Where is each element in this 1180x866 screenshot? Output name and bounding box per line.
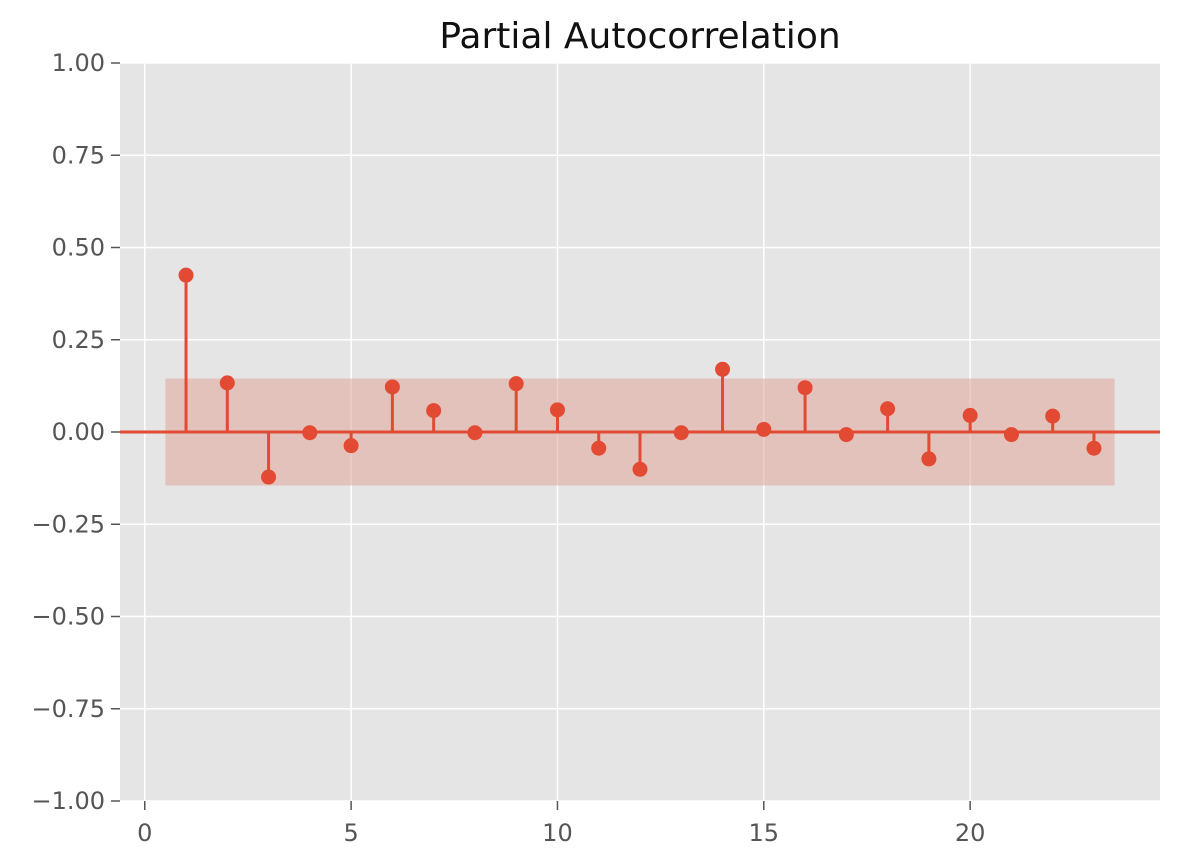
point-lag-5 xyxy=(343,438,359,454)
point-lag-18 xyxy=(880,401,896,417)
point-lag-15 xyxy=(756,421,772,437)
point-lag-4 xyxy=(302,425,318,441)
point-lag-9 xyxy=(508,376,524,392)
y-tick-label-6: −0.50 xyxy=(31,603,105,631)
point-lag-16 xyxy=(797,380,813,396)
point-lag-13 xyxy=(673,425,689,441)
point-lag-3 xyxy=(261,469,277,485)
x-tick-label-2: 10 xyxy=(542,819,573,847)
point-lag-20 xyxy=(962,407,978,423)
point-lag-2 xyxy=(219,375,235,391)
y-tick-label-2: 0.50 xyxy=(52,234,105,262)
point-lag-14 xyxy=(715,361,731,377)
y-tick-label-5: −0.25 xyxy=(31,510,105,538)
point-lag-7 xyxy=(426,403,442,419)
point-lag-10 xyxy=(549,402,565,418)
point-lag-8 xyxy=(467,425,483,441)
series-layer xyxy=(178,267,1102,485)
point-lag-23 xyxy=(1086,440,1102,456)
x-tick-label-4: 20 xyxy=(955,819,986,847)
y-tick-label-4: 0.00 xyxy=(52,418,105,446)
point-lag-21 xyxy=(1003,427,1019,443)
point-lag-1 xyxy=(178,267,194,283)
y-tick-label-8: −1.00 xyxy=(31,787,105,815)
axis-layer: 1.00 0.75 0.50 0.25 0.00 −0.25 −0.50 −0.75 −1.00… xyxy=(31,49,985,847)
point-lag-22 xyxy=(1045,408,1061,424)
y-tick-label-3: 0.25 xyxy=(52,326,105,354)
point-lag-6 xyxy=(384,379,400,395)
y-tick-label-7: −0.75 xyxy=(31,695,105,723)
x-tick-label-1: 5 xyxy=(343,819,358,847)
point-lag-12 xyxy=(632,461,648,477)
x-tick-label-3: 15 xyxy=(749,819,780,847)
chart-title: Partial Autocorrelation xyxy=(439,16,840,57)
point-lag-19 xyxy=(921,451,937,467)
point-lag-11 xyxy=(591,440,607,456)
y-tick-label-0: 1.00 xyxy=(52,49,105,77)
point-lag-17 xyxy=(838,427,854,443)
y-tick-label-1: 0.75 xyxy=(52,141,105,169)
x-tick-label-0: 0 xyxy=(137,819,152,847)
